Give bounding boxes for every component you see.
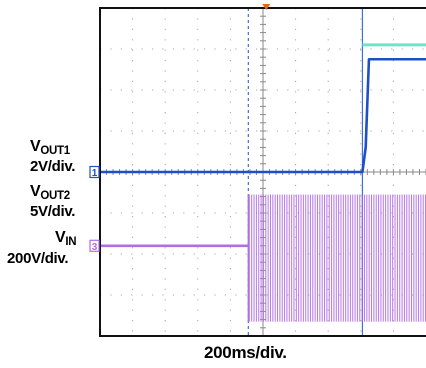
plot-frame-border	[99, 7, 426, 337]
vout2-name: V	[30, 183, 41, 200]
vout1-sub: OUT1	[40, 144, 70, 157]
vout1-label: VOUT1	[30, 138, 70, 160]
traces	[100, 8, 426, 336]
vin-name: V	[55, 229, 66, 246]
vout2-sub: OUT2	[40, 189, 70, 202]
channel-1-marker-text: 1	[92, 168, 98, 179]
vin-sub: IN	[65, 235, 77, 248]
channel-3-marker-text: 3	[92, 242, 98, 253]
channel-3-marker-box	[89, 239, 100, 252]
channel-markers: 13	[89, 4, 271, 253]
trigger-marker-icon	[262, 4, 271, 10]
vout1-scale: 2V/div.	[30, 158, 76, 175]
vout2-label: VOUT2	[30, 183, 70, 205]
channel-1-marker: 1	[89, 165, 100, 179]
x-axis-scale: 200ms/div.	[204, 343, 287, 362]
vout1-name: V	[30, 138, 41, 155]
vin-scale: 200V/div.	[7, 250, 69, 267]
plot-frame	[99, 7, 426, 337]
channel-3-marker: 3	[89, 239, 100, 253]
channel-1-marker-box	[89, 165, 100, 179]
vout1-trace	[100, 57, 426, 174]
vin-label: VIN	[55, 229, 77, 251]
vin-ac-burst	[248, 194, 426, 322]
vout2-scale: 5V/div.	[30, 203, 76, 220]
